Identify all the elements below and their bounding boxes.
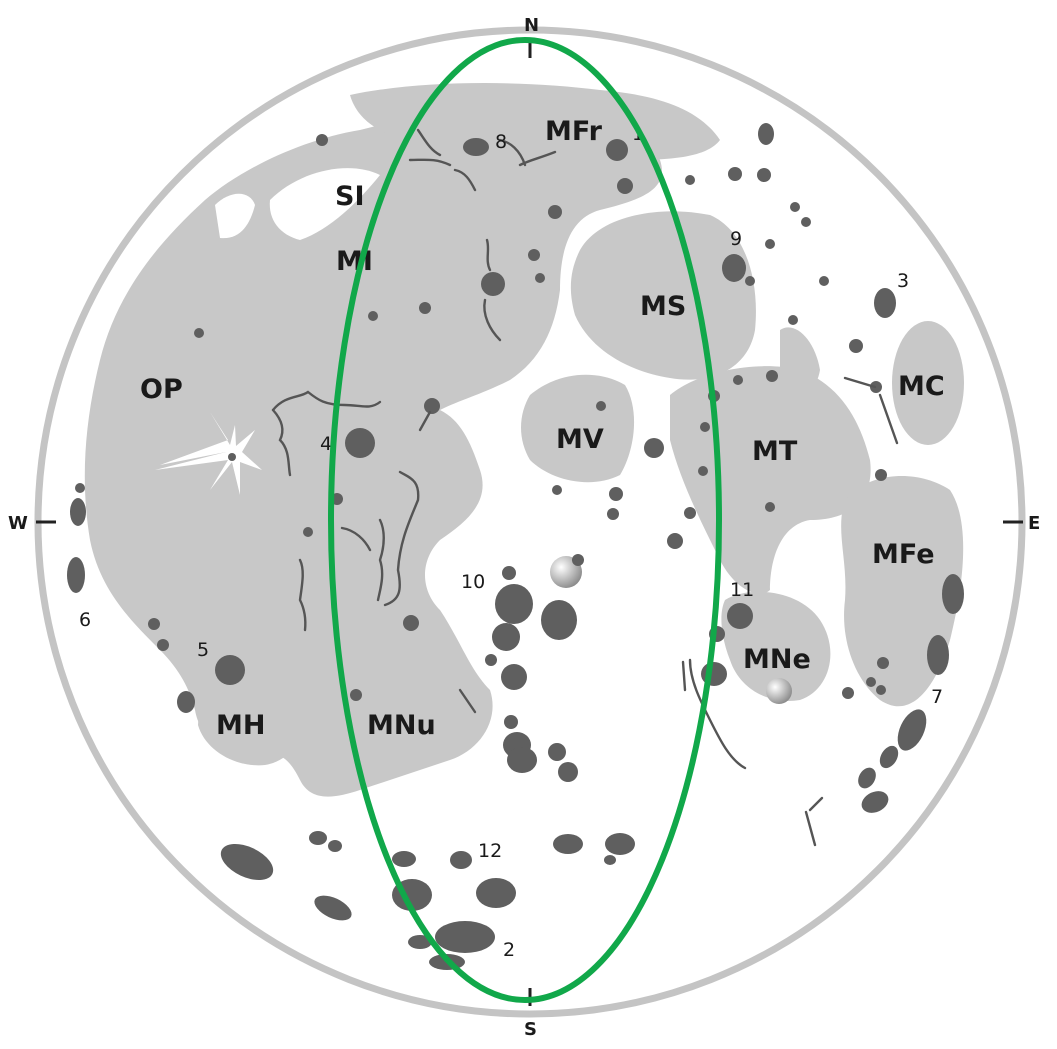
number-7: 7 [931,686,943,708]
label-mc: MC [898,371,945,402]
number-10: 10 [461,571,485,593]
number-3: 3 [897,270,909,292]
south-label: S [524,1019,537,1040]
craters [67,123,964,970]
label-mt: MT [752,436,798,467]
label-mne: MNe [743,644,811,675]
rilles [271,128,899,847]
label-mv: MV [556,424,604,455]
west-label: W [8,513,28,534]
number-5: 5 [197,639,209,661]
highlight-ellipse [328,37,722,1003]
bright-crater-center [572,554,584,566]
label-mh: MH [216,710,265,741]
label-op: OP [140,374,183,405]
mare-vaporum [521,374,635,483]
north-label: N [524,15,539,36]
label-ms: MS [640,291,686,322]
white-bay-si [269,168,380,240]
white-notch-west [215,193,255,239]
number-2: 2 [503,939,515,961]
number-12: 12 [478,840,502,862]
mare-crisium [892,321,964,445]
number-8: 8 [495,131,507,153]
label-mnu: MNu [367,710,436,741]
number-9: 9 [730,228,742,250]
mare-humorum [198,677,304,766]
mare-frigoris [350,83,720,160]
mare-serenitatis [570,211,756,380]
east-label: E [1028,513,1040,534]
mare-patch-sw [300,738,350,790]
number-11: 11 [730,579,754,601]
number-4: 4 [320,433,332,455]
label-mfr: MFr [545,116,603,147]
mare-patch-ne [780,327,820,394]
ray-crater [155,412,262,495]
label-mfe: MFe [872,539,935,570]
number-6: 6 [79,609,91,631]
label-si: SI [335,181,365,212]
bright-crater-east [766,678,792,704]
